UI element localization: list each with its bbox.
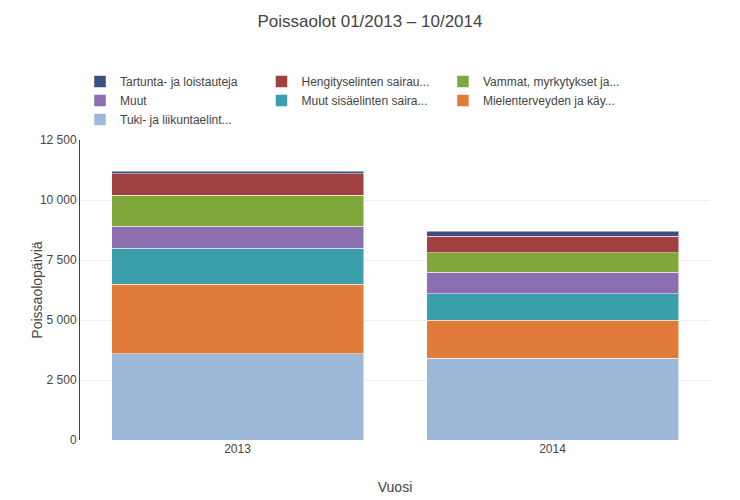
- svg-text:Poissaolopäiviä: Poissaolopäiviä: [29, 241, 45, 338]
- svg-text:Tartunta- ja loistauteja: Tartunta- ja loistauteja: [120, 75, 238, 89]
- svg-text:2 500: 2 500: [47, 373, 77, 387]
- svg-text:7 500: 7 500: [47, 253, 77, 267]
- svg-text:2014: 2014: [539, 442, 566, 456]
- svg-text:Vuosi: Vuosi: [378, 479, 413, 495]
- svg-text:Muut sisäelinten saira...: Muut sisäelinten saira...: [301, 94, 427, 108]
- svg-text:Tuki- ja liikuntaelint...: Tuki- ja liikuntaelint...: [120, 113, 232, 127]
- svg-text:10 000: 10 000: [40, 193, 77, 207]
- svg-text:Muut: Muut: [120, 94, 147, 108]
- svg-text:Poissaolot 01/2013 – 10/2014: Poissaolot 01/2013 – 10/2014: [258, 12, 483, 31]
- svg-text:Vammat, myrkytykset ja...: Vammat, myrkytykset ja...: [483, 75, 619, 89]
- svg-text:2013: 2013: [224, 442, 251, 456]
- svg-text:Hengityselinten sairau...: Hengityselinten sairau...: [301, 75, 429, 89]
- svg-text:5 000: 5 000: [47, 313, 77, 327]
- svg-text:Mielenterveyden ja käy...: Mielenterveyden ja käy...: [483, 94, 615, 108]
- svg-text:0: 0: [70, 433, 77, 447]
- svg-text:12 500: 12 500: [40, 133, 77, 147]
